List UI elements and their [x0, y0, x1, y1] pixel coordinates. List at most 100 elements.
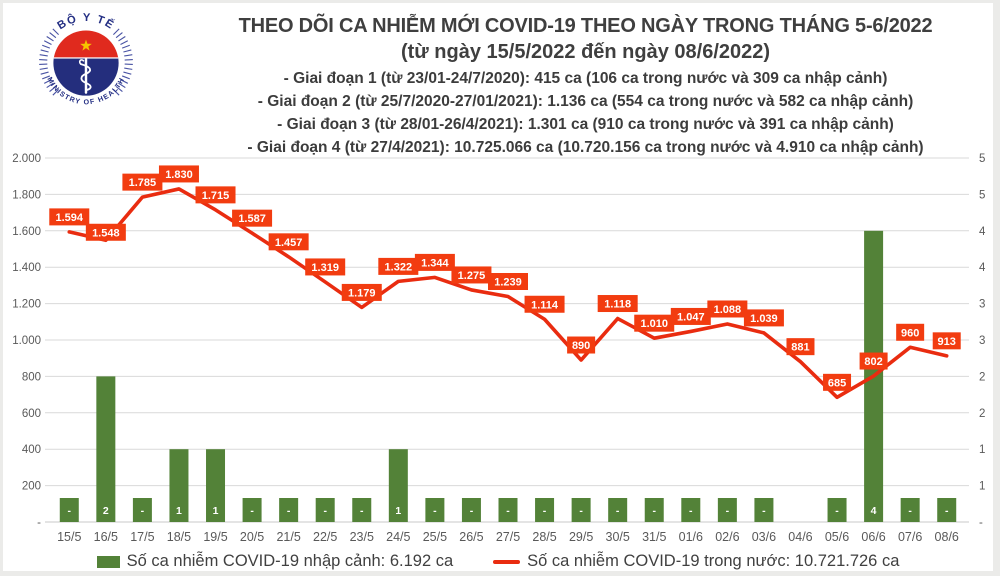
domestic-cases-line: [67, 187, 949, 400]
left-axis-tick: 1.000: [12, 335, 41, 347]
right-axis-tick: 4: [979, 226, 986, 238]
data-label-20/5: 1.587: [238, 213, 266, 225]
logo-tick: [40, 71, 49, 75]
left-axis-tick: 1.200: [12, 299, 41, 311]
data-label-18/5: 1.830: [165, 169, 193, 181]
bar-27/5: [498, 498, 518, 522]
legend-imported-label: Số ca nhiễm COVID-19 nhập cảnh: 6.192 ca: [126, 552, 454, 570]
bar-label-18/5: 1: [176, 505, 182, 517]
x-axis-label-15/5: 15/5: [57, 530, 81, 544]
data-label-box-02/6: [707, 300, 748, 318]
bar-label-21/5: -: [287, 505, 291, 517]
logo-tick: [124, 67, 133, 70]
bar-22/5: [315, 498, 335, 522]
data-label-31/5: 1.010: [640, 318, 668, 330]
legend-domestic-label: Số ca nhiễm COVID-19 trong nước: 10.721.…: [527, 552, 900, 570]
data-label-27/5: 1.239: [494, 277, 522, 289]
logo-tick: [123, 71, 132, 75]
data-label-05/6: 685: [828, 377, 846, 389]
bar-18/5: [169, 449, 189, 522]
logo-tick: [46, 36, 54, 42]
bar-label-24/5: 1: [395, 505, 401, 517]
data-label-box-28/5: [524, 295, 565, 313]
logo-tick: [123, 49, 132, 53]
logo-tick: [112, 28, 120, 36]
data-label-box-03/6: [743, 309, 784, 327]
bar-label-05/6: -: [835, 505, 839, 517]
period-summary-list: - Giai đoạn 1 (từ 23/01-24/7/2020): 415 …: [163, 67, 993, 159]
left-axis-tick: -: [37, 517, 41, 529]
bar-29/5: [571, 498, 591, 522]
bar-01/6: [681, 498, 701, 522]
bar-07/6: [900, 498, 920, 522]
bar-24/5: [388, 449, 408, 522]
bar-label-17/5: -: [141, 505, 145, 517]
data-label-22/5: 1.319: [311, 262, 339, 274]
x-axis-label-18/5: 18/5: [167, 530, 191, 544]
data-label-01/6: 1.047: [677, 311, 705, 323]
bar-label-29/5: -: [579, 505, 583, 517]
left-axis-tick: 600: [22, 408, 41, 420]
logo-tick: [120, 40, 129, 45]
right-axis-tick: 3: [979, 335, 985, 347]
x-axis-label-20/5: 20/5: [240, 530, 264, 544]
data-label-box-08/6: [932, 332, 961, 350]
bar-label-07/6: -: [908, 505, 912, 517]
bar-23/5: [352, 498, 372, 522]
data-label-box-25/5: [414, 253, 455, 271]
data-label-21/5: 1.457: [275, 237, 303, 249]
period-line-4: - Giai đoạn 4 (từ 27/4/2021): 10.725.066…: [247, 139, 924, 156]
bar-label-02/6: -: [726, 505, 730, 517]
x-axis-label-05/6: 05/6: [825, 530, 849, 544]
bar-label-27/5: -: [506, 505, 510, 517]
right-axis-tick: 5: [979, 189, 985, 201]
bar-08/6: [937, 498, 957, 522]
data-label-box-31/5: [634, 314, 675, 332]
data-label-box-23/5: [341, 283, 382, 301]
data-label-16/5: 1.548: [92, 227, 120, 239]
bar-label-25/5: -: [433, 505, 437, 517]
x-axis-label-28/5: 28/5: [532, 530, 556, 544]
bar-label-19/5: 1: [213, 505, 219, 517]
bar-label-03/6: -: [762, 505, 766, 517]
right-axis-tick: 2: [979, 408, 985, 420]
x-axis-label-03/6: 03/6: [752, 530, 776, 544]
right-axis-tick: 1: [979, 444, 985, 456]
logo-tick: [39, 54, 48, 57]
bar-21/5: [279, 498, 299, 522]
bar-16/5: [96, 376, 116, 522]
data-label-23/5: 1.179: [348, 287, 376, 299]
bar-label-22/5: -: [323, 505, 327, 517]
x-axis-label-02/6: 02/6: [715, 530, 739, 544]
data-label-06/6: 802: [864, 356, 882, 368]
data-label-17/5: 1.785: [129, 177, 157, 189]
bar-30/5: [608, 498, 628, 522]
left-axis-tick: 1.800: [12, 189, 41, 201]
left-axis-tick: 400: [22, 444, 41, 456]
right-axis-tick: 1: [979, 481, 985, 493]
logo-tick: [124, 54, 133, 57]
logo-decorative-ticks: [39, 28, 133, 96]
x-axis-label-26/5: 26/5: [459, 530, 483, 544]
logo-tick: [115, 32, 123, 39]
data-label-29/5: 890: [572, 340, 590, 352]
left-axis-tick: 1.400: [12, 262, 41, 274]
data-label-box-19/5: [195, 186, 236, 204]
period-line-3: - Giai đoạn 3 (từ 28/01-26/4/2021): 1.30…: [277, 116, 894, 133]
chart-title: THEO DÕI CA NHIỄM MỚI COVID-19 THEO NGÀY…: [238, 15, 933, 37]
bar-28/5: [535, 498, 555, 522]
legend-item-imported: Số ca nhiễm COVID-19 nhập cảnh: 6.192 ca: [96, 552, 454, 571]
logo-tick: [120, 79, 129, 84]
data-label-box-06/6: [859, 352, 888, 370]
x-axis-label-04/6: 04/6: [788, 530, 812, 544]
data-label-box-16/5: [85, 223, 126, 241]
bar-15/5: [59, 498, 79, 522]
data-label-19/5: 1.715: [202, 190, 230, 202]
data-label-box-05/6: [823, 373, 852, 391]
x-axis-label-25/5: 25/5: [423, 530, 447, 544]
data-label-box-24/5: [378, 257, 419, 275]
data-label-box-26/5: [451, 266, 492, 284]
data-label-25/5: 1.344: [421, 257, 449, 269]
chart-header: THEO DÕI CA NHIỄM MỚI COVID-19 THEO NGÀY…: [163, 13, 993, 159]
